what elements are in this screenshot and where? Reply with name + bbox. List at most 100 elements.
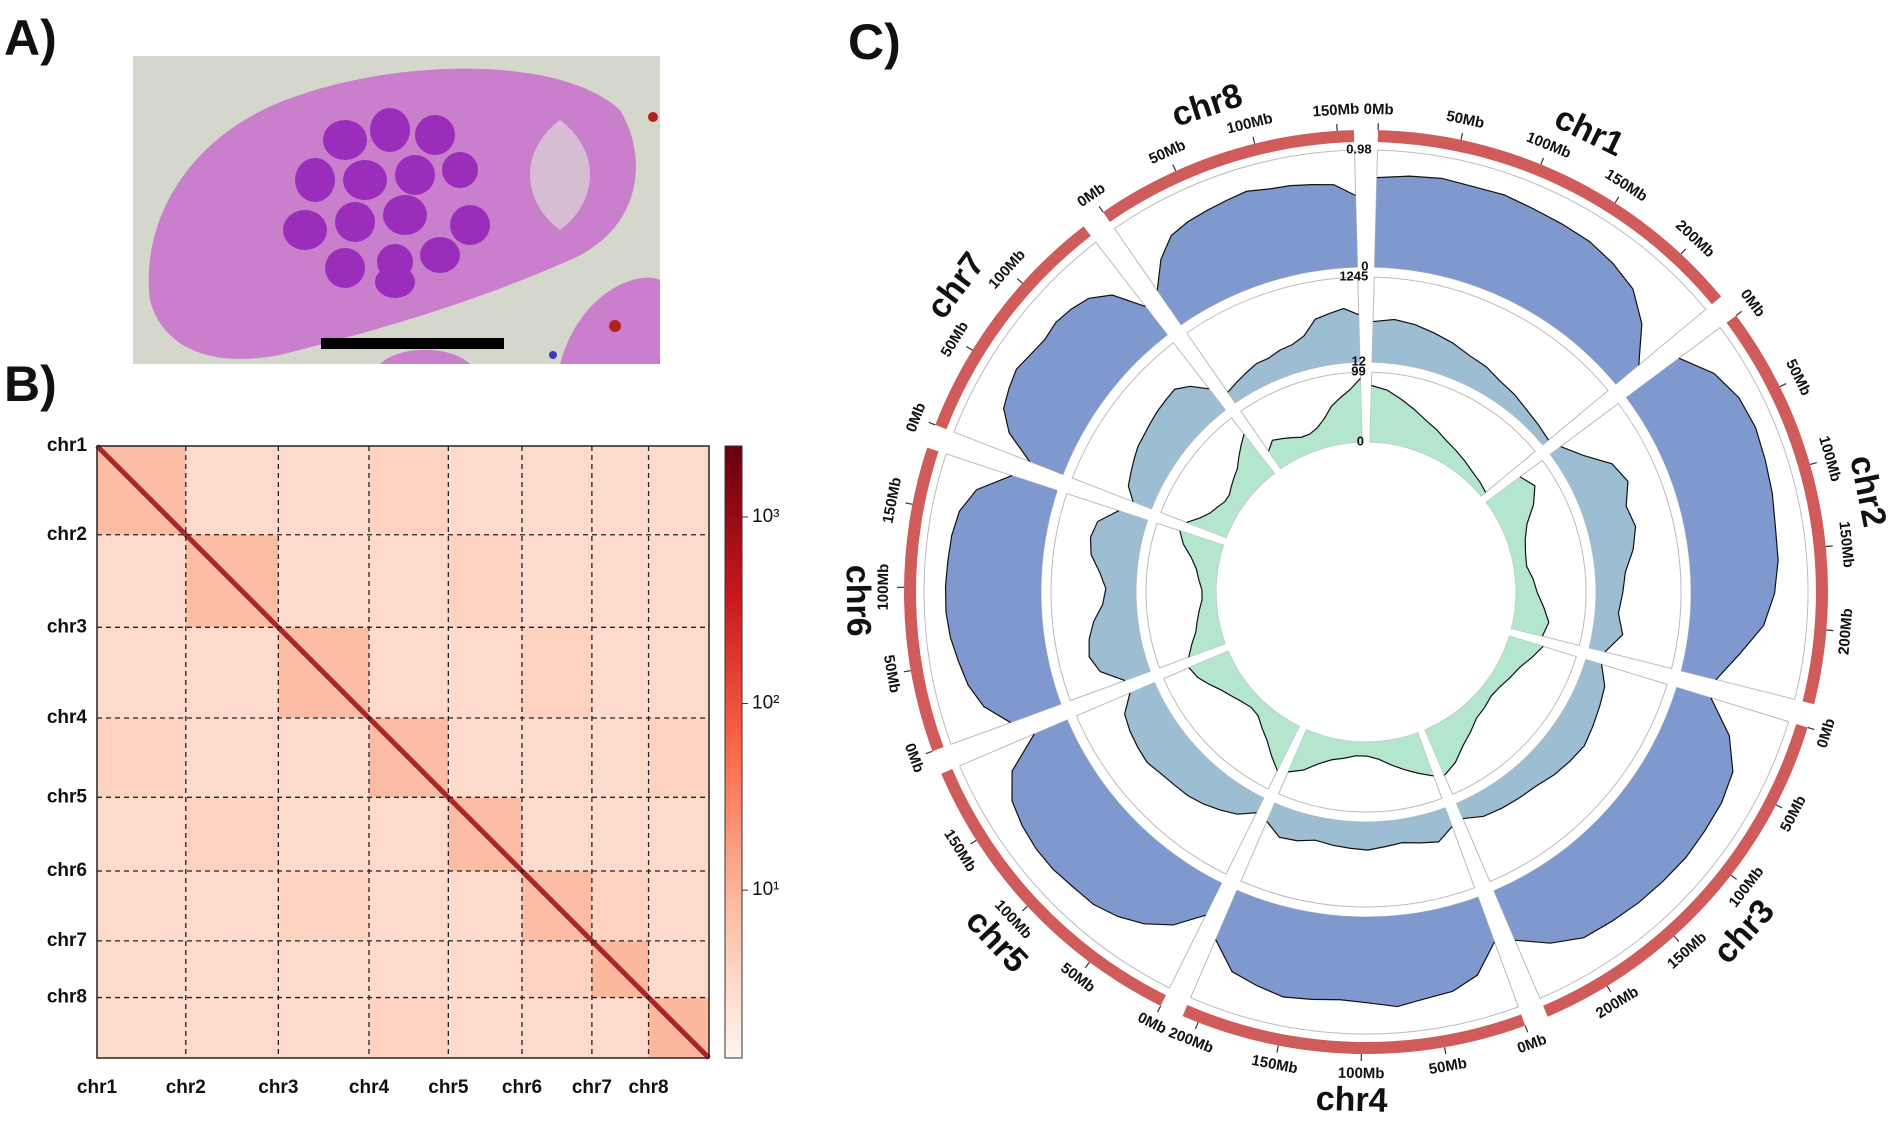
heatmap-cell	[278, 718, 369, 798]
tick-label: 150Mb	[1250, 1052, 1299, 1078]
heatmap-cell	[448, 446, 522, 535]
tick-mark	[1444, 1047, 1447, 1055]
heatmap-cell	[648, 627, 709, 718]
x-tick-label: chr6	[502, 1077, 542, 1098]
tick-mark	[1194, 1022, 1199, 1030]
heatmap-cell	[185, 718, 279, 798]
track-tick-label: 0	[1361, 259, 1368, 274]
y-tick-label: chr2	[47, 524, 87, 545]
heatmap-cell	[448, 940, 522, 998]
track-background	[1371, 276, 1609, 446]
heatmap-cell	[522, 997, 592, 1058]
heatmap-cell	[185, 997, 279, 1058]
tick-label: 0Mb	[1363, 101, 1393, 119]
track-line	[1678, 357, 1779, 681]
colorbar-tick-label: 10²	[752, 693, 779, 714]
heatmap-cell	[97, 797, 186, 871]
tissue	[560, 277, 660, 364]
track-line	[1444, 645, 1544, 776]
x-tick-label: chr8	[628, 1077, 668, 1098]
diagonal-contacts	[276, 625, 371, 720]
heatmap-cell	[522, 534, 592, 628]
heatmap-cell	[97, 997, 186, 1058]
track-line	[1156, 183, 1356, 291]
tick-label: 0Mb	[1515, 1031, 1549, 1057]
tick-label: 0Mb	[1737, 286, 1769, 320]
heatmap-cell	[278, 997, 369, 1058]
chromosome-band	[1103, 130, 1355, 222]
track-area	[1227, 308, 1360, 403]
heatmap-cell	[97, 871, 186, 941]
chromosome	[383, 195, 427, 235]
cell	[549, 351, 557, 359]
tick-label: 50Mb	[1146, 137, 1188, 168]
heatmap-cell	[185, 940, 279, 998]
track-line	[1179, 530, 1203, 658]
tissue-gap	[530, 120, 590, 230]
track-tick-label: 0.98	[1346, 142, 1371, 157]
chromosome-label: chr6	[838, 564, 877, 636]
tick-label: 0Mb	[903, 400, 930, 434]
track-area	[1215, 890, 1495, 1007]
track-area	[1486, 476, 1549, 637]
heatmap-cell	[97, 627, 186, 718]
track-line	[1011, 733, 1206, 926]
tick-label: 50Mb	[1782, 357, 1814, 399]
scale-bar	[321, 338, 504, 349]
tick-mark	[1157, 1005, 1162, 1013]
tick-mark	[1276, 1045, 1279, 1053]
tick-label: 150Mb	[879, 476, 905, 525]
track-area	[1372, 319, 1549, 445]
diagonal-contacts	[590, 939, 651, 1000]
micrograph	[133, 56, 660, 364]
chromosome	[415, 115, 455, 155]
heatmap-cell	[369, 627, 449, 718]
heatmap-cell	[591, 871, 649, 941]
tick-label: 200Mb	[1835, 608, 1856, 656]
heatmap-cell	[369, 997, 449, 1058]
heatmap-cell	[185, 627, 279, 718]
chromosome-label: chr5	[958, 902, 1035, 980]
track-area	[1128, 386, 1226, 509]
y-tick-label: chr5	[47, 786, 88, 807]
colorbar-tick-label: 10³	[752, 506, 779, 527]
chromosome	[323, 120, 367, 160]
track-area	[1369, 385, 1486, 497]
tick-mark	[1460, 132, 1464, 141]
panel-label: A)	[4, 10, 57, 66]
tick-mark	[905, 502, 913, 505]
x-tick-label: chr1	[77, 1077, 118, 1098]
track-line	[1462, 664, 1606, 820]
diagonal-contacts	[367, 716, 451, 800]
tick-label: 100Mb	[1338, 1065, 1385, 1082]
tick-mark	[1735, 310, 1743, 316]
heatmap-cell	[185, 446, 279, 535]
chromosome	[395, 155, 435, 195]
chromosome-band	[1182, 1005, 1526, 1054]
chromosome	[442, 152, 478, 188]
tick-label: 50Mb	[1777, 793, 1810, 835]
track-area	[1425, 635, 1544, 776]
tick-mark	[1252, 136, 1256, 144]
tick-mark	[1614, 196, 1620, 204]
heatmap-cell	[648, 718, 709, 798]
track-line	[944, 474, 1013, 724]
tick-label: 0Mb	[1135, 1009, 1169, 1038]
tick-label: 50Mb	[938, 319, 973, 361]
track-area	[1186, 434, 1275, 538]
track-line	[1088, 510, 1126, 682]
chromosome-label: chr2	[1842, 452, 1893, 530]
tick-label: 50Mb	[1445, 108, 1486, 133]
diagonal-contacts	[184, 533, 281, 630]
tick-mark	[1825, 545, 1833, 548]
heatmap-cell	[448, 627, 522, 718]
heatmap-cell	[97, 940, 186, 998]
heatmap-cell	[448, 871, 522, 941]
heatmap-cell	[522, 627, 592, 718]
chromosome	[375, 266, 415, 298]
heatmap-cell	[97, 534, 186, 628]
heatmap-cell	[369, 446, 449, 535]
track-line	[1227, 307, 1359, 393]
x-tick-label: chr2	[166, 1077, 206, 1098]
chromosome	[335, 202, 375, 242]
